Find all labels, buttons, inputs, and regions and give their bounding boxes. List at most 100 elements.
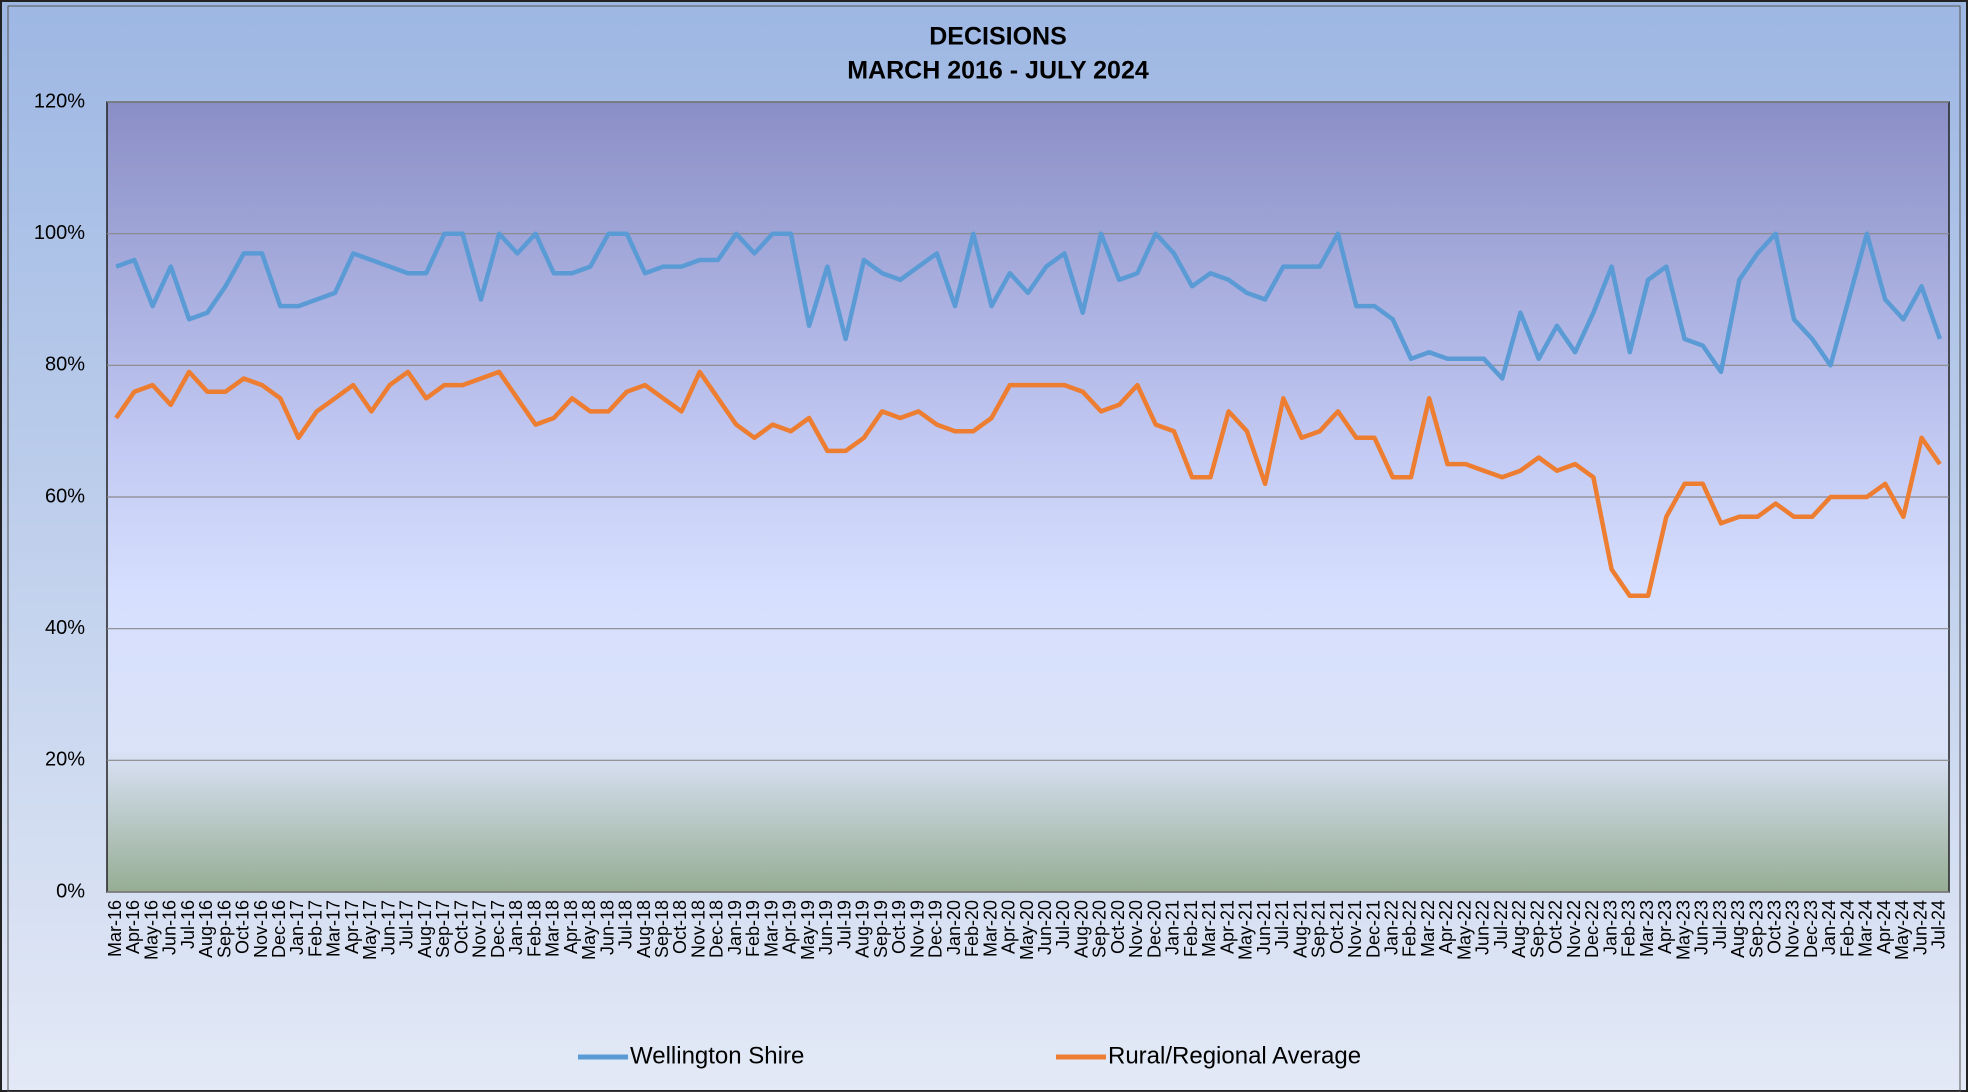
x-tick-label: Jul-18 [616, 900, 636, 949]
x-tick-label: Jun-22 [1473, 900, 1493, 955]
x-tick-label: Dec-19 [926, 900, 946, 958]
x-tick-label: Dec-20 [1144, 900, 1164, 958]
x-tick-label: Mar-21 [1199, 900, 1219, 957]
x-tick-label: Sep-18 [652, 900, 672, 958]
x-tick-label: Apr-18 [561, 900, 581, 954]
x-tick-label: Dec-17 [488, 900, 508, 958]
x-tick-label: Jan-22 [1382, 900, 1402, 955]
x-tick-label: Mar-22 [1418, 900, 1438, 957]
x-tick-label: Jan-17 [287, 900, 307, 955]
x-tick-label: Sep-16 [214, 900, 234, 958]
x-tick-label: Feb-21 [1181, 900, 1201, 957]
x-tick-label: Feb-22 [1400, 900, 1420, 957]
x-tick-label: May-23 [1673, 900, 1693, 960]
x-tick-label: Jul-20 [1053, 900, 1073, 949]
x-tick-label: Aug-20 [1071, 900, 1091, 958]
x-tick-label: Jan-18 [506, 900, 526, 955]
y-tick-label: 60% [45, 485, 85, 507]
x-tick-label: Feb-20 [962, 900, 982, 957]
x-tick-label: Jun-24 [1910, 900, 1930, 955]
x-tick-label: Jan-24 [1819, 900, 1839, 955]
x-tick-label: Nov-23 [1783, 900, 1803, 958]
x-tick-label: Jan-23 [1600, 900, 1620, 955]
x-tick-label: Oct-18 [670, 900, 690, 954]
x-tick-label: Mar-19 [761, 900, 781, 957]
x-tick-label: Dec-23 [1801, 900, 1821, 958]
x-tick-label: Jan-21 [1163, 900, 1183, 955]
x-tick-label: May-21 [1236, 900, 1256, 960]
x-tick-label: Jun-23 [1692, 900, 1712, 955]
x-tick-label: Nov-18 [688, 900, 708, 958]
x-tick-label: Jul-22 [1491, 900, 1511, 949]
x-tick-label: Mar-17 [324, 900, 344, 957]
y-tick-label: 0% [56, 880, 85, 902]
x-tick-label: Oct-22 [1546, 900, 1566, 954]
x-tick-label: Oct-17 [451, 900, 471, 954]
x-tick-label: Oct-19 [889, 900, 909, 954]
y-tick-label: 80% [45, 354, 85, 376]
x-tick-label: Apr-17 [342, 900, 362, 954]
x-tick-label: Jul-23 [1710, 900, 1730, 949]
x-tick-label: Sep-21 [1309, 900, 1329, 958]
x-tick-label: Apr-19 [780, 900, 800, 954]
x-tick-label: Jun-19 [816, 900, 836, 955]
x-tick-label: Aug-18 [634, 900, 654, 958]
x-tick-label: May-20 [1017, 900, 1037, 960]
y-tick-label: 40% [45, 617, 85, 639]
x-tick-label: Nov-22 [1564, 900, 1584, 958]
x-tick-label: Dec-21 [1363, 900, 1383, 958]
x-tick-label: May-18 [579, 900, 599, 960]
legend-label: Rural/Regional Average [1108, 1042, 1361, 1069]
x-tick-label: Dec-16 [269, 900, 289, 958]
x-tick-label: Mar-16 [105, 900, 125, 957]
x-tick-label: Feb-19 [743, 900, 763, 957]
x-tick-label: Oct-21 [1327, 900, 1347, 954]
series-line [115, 231, 1943, 381]
x-tick-label: May-16 [141, 900, 161, 960]
x-tick-label: May-22 [1454, 900, 1474, 960]
x-tick-label: Feb-23 [1619, 900, 1639, 957]
x-tick-label: Nov-16 [251, 900, 271, 958]
x-tick-label: Mar-18 [543, 900, 563, 957]
x-tick-label: May-19 [798, 900, 818, 960]
x-tick-label: Sep-22 [1527, 900, 1547, 958]
x-tick-label: Jun-21 [1254, 900, 1274, 955]
x-tick-label: Mar-23 [1637, 900, 1657, 957]
x-tick-label: Jul-16 [178, 900, 198, 949]
x-tick-label: Oct-20 [1108, 900, 1128, 954]
x-tick-label: Jun-17 [378, 900, 398, 955]
x-tick-label: Apr-21 [1217, 900, 1237, 954]
x-tick-label: Jun-16 [160, 900, 180, 955]
x-tick-label: Apr-16 [123, 900, 143, 954]
x-tick-label: Aug-23 [1728, 900, 1748, 958]
x-tick-label: Aug-22 [1509, 900, 1529, 958]
series-line [114, 369, 1942, 599]
x-tick-label: Aug-16 [196, 900, 216, 958]
chart-subtitle: MARCH 2016 - JULY 2024 [847, 57, 1149, 85]
inner-border [7, 5, 1961, 1092]
y-tick-label: 20% [45, 749, 85, 771]
x-tick-label: Aug-21 [1290, 900, 1310, 958]
x-tick-label: Jun-18 [597, 900, 617, 955]
x-tick-label: Jun-20 [1035, 900, 1055, 955]
x-tick-label: Sep-17 [433, 900, 453, 958]
x-tick-label: Jan-19 [725, 900, 745, 955]
x-tick-label: Feb-17 [305, 900, 325, 957]
x-tick-label: Aug-19 [853, 900, 873, 958]
x-tick-label: Jan-20 [944, 900, 964, 955]
x-tick-label: May-17 [360, 900, 380, 960]
x-tick-label: Oct-16 [233, 900, 253, 954]
x-tick-label: Feb-18 [524, 900, 544, 957]
x-tick-label: Sep-23 [1746, 900, 1766, 958]
y-tick-label: 120% [34, 90, 85, 112]
x-tick-label: Jul-19 [834, 900, 854, 949]
x-tick-label: Apr-23 [1655, 900, 1675, 954]
x-tick-label: Nov-19 [907, 900, 927, 958]
x-tick-label: Dec-22 [1582, 900, 1602, 958]
x-tick-label: Jul-24 [1929, 900, 1949, 949]
x-tick-label: Nov-21 [1345, 900, 1365, 958]
x-tick-label: Jul-21 [1272, 900, 1292, 949]
x-tick-label: Oct-23 [1764, 900, 1784, 954]
x-tick-label: Dec-18 [707, 900, 727, 958]
